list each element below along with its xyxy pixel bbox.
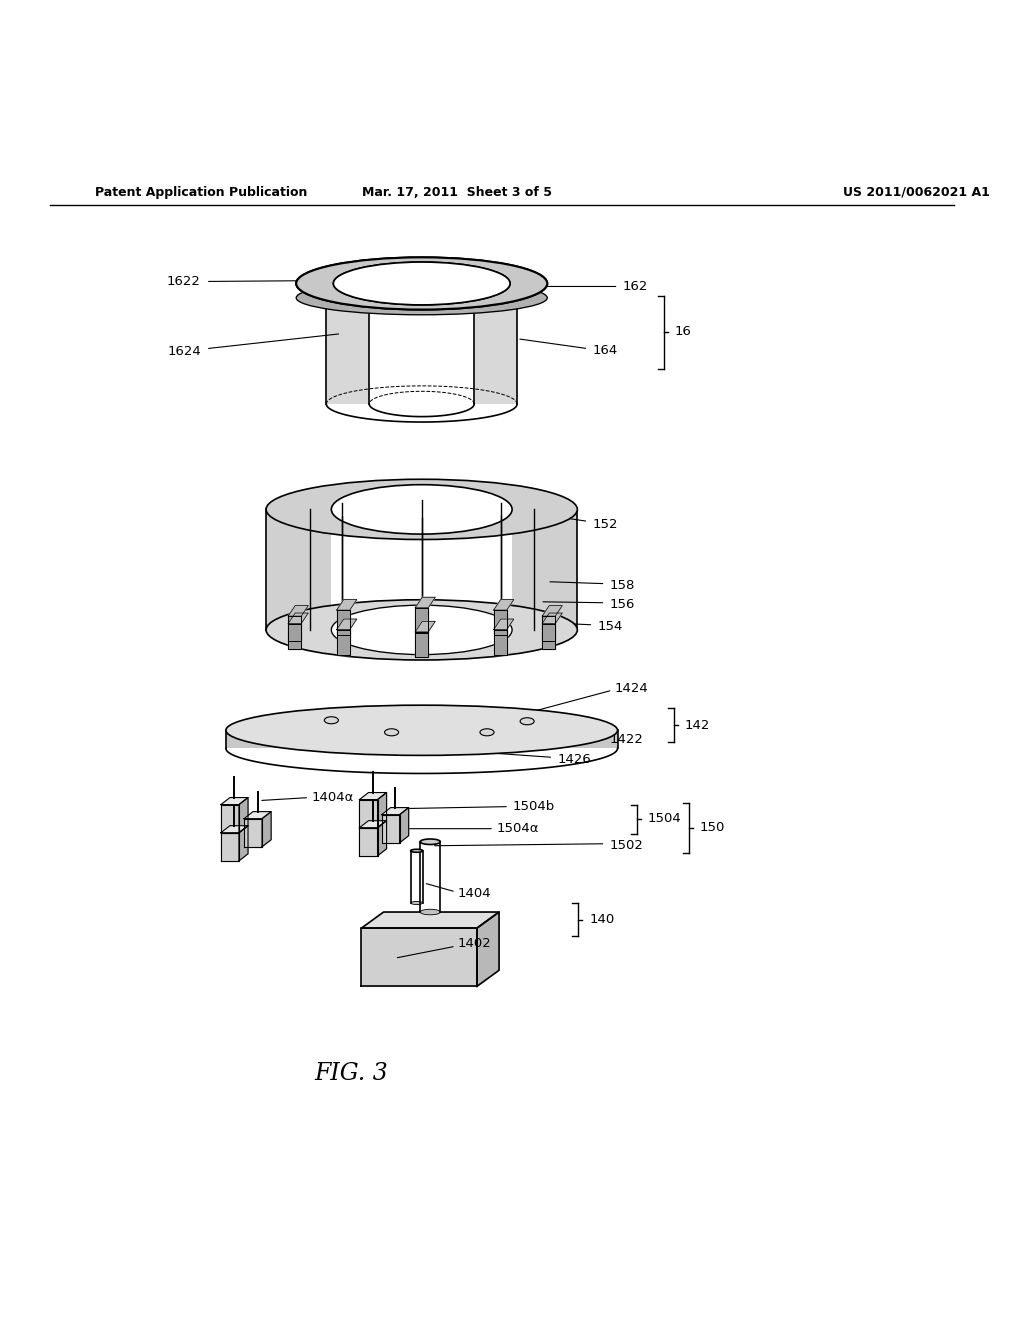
FancyBboxPatch shape (327, 284, 370, 404)
Polygon shape (221, 826, 248, 833)
Polygon shape (382, 808, 409, 814)
Polygon shape (494, 619, 514, 630)
Text: 16: 16 (675, 325, 691, 338)
Ellipse shape (296, 281, 547, 314)
Polygon shape (288, 623, 301, 648)
Polygon shape (244, 812, 271, 818)
Ellipse shape (296, 257, 547, 310)
Text: 1624: 1624 (167, 346, 201, 358)
Polygon shape (221, 833, 239, 861)
Polygon shape (239, 826, 248, 861)
Ellipse shape (325, 717, 338, 723)
Ellipse shape (332, 605, 512, 655)
Ellipse shape (411, 849, 423, 853)
Polygon shape (239, 797, 248, 833)
Text: 1422: 1422 (609, 733, 643, 746)
Text: 1504: 1504 (647, 812, 681, 825)
Ellipse shape (266, 599, 578, 660)
Text: 1404α: 1404α (311, 791, 353, 804)
Ellipse shape (420, 840, 440, 845)
Polygon shape (415, 597, 435, 607)
Text: US 2011/0062021 A1: US 2011/0062021 A1 (844, 186, 990, 198)
Polygon shape (337, 599, 356, 610)
Polygon shape (415, 607, 428, 632)
Polygon shape (361, 912, 499, 928)
Ellipse shape (385, 729, 398, 735)
Polygon shape (494, 610, 507, 635)
Polygon shape (399, 808, 409, 842)
Ellipse shape (296, 257, 547, 310)
Polygon shape (494, 630, 507, 655)
Polygon shape (359, 792, 387, 800)
Ellipse shape (411, 902, 423, 904)
Ellipse shape (332, 484, 512, 535)
Text: 1502: 1502 (609, 840, 643, 853)
Text: 152: 152 (593, 517, 617, 531)
Text: 1424: 1424 (614, 681, 648, 694)
Polygon shape (382, 814, 399, 842)
Ellipse shape (334, 263, 510, 305)
FancyBboxPatch shape (226, 730, 617, 748)
Text: 156: 156 (609, 598, 635, 611)
Ellipse shape (420, 909, 440, 915)
Polygon shape (221, 797, 248, 805)
Text: 1402: 1402 (458, 937, 492, 949)
Polygon shape (288, 606, 308, 616)
Text: 158: 158 (609, 579, 635, 593)
Text: 1504α: 1504α (497, 822, 540, 836)
Polygon shape (415, 622, 435, 632)
Ellipse shape (480, 729, 494, 735)
Polygon shape (378, 821, 387, 855)
FancyBboxPatch shape (474, 284, 517, 404)
Polygon shape (361, 928, 477, 986)
Text: 1622: 1622 (167, 275, 201, 288)
Ellipse shape (334, 263, 510, 305)
Text: 154: 154 (597, 620, 623, 634)
Text: Mar. 17, 2011  Sheet 3 of 5: Mar. 17, 2011 Sheet 3 of 5 (361, 186, 552, 198)
Polygon shape (359, 821, 387, 828)
Text: 1404: 1404 (458, 887, 492, 900)
Text: 142: 142 (685, 719, 711, 731)
Ellipse shape (226, 705, 617, 755)
Polygon shape (221, 805, 239, 833)
Polygon shape (542, 616, 555, 642)
Text: 150: 150 (699, 821, 725, 834)
Ellipse shape (266, 479, 578, 540)
Text: 140: 140 (590, 912, 614, 925)
Polygon shape (288, 612, 308, 623)
Text: 1426: 1426 (557, 752, 591, 766)
Text: 164: 164 (593, 345, 617, 358)
Text: 1504b: 1504b (512, 800, 554, 813)
Polygon shape (494, 599, 514, 610)
Polygon shape (262, 812, 271, 846)
Text: Patent Application Publication: Patent Application Publication (95, 186, 308, 198)
Polygon shape (244, 818, 262, 846)
Polygon shape (359, 800, 378, 828)
Polygon shape (337, 619, 356, 630)
Polygon shape (542, 623, 555, 648)
Polygon shape (542, 612, 562, 623)
Polygon shape (337, 630, 350, 655)
Polygon shape (415, 632, 428, 657)
FancyBboxPatch shape (332, 510, 512, 630)
Polygon shape (477, 912, 499, 986)
FancyBboxPatch shape (266, 510, 578, 630)
Polygon shape (288, 616, 301, 642)
Ellipse shape (520, 718, 535, 725)
Polygon shape (378, 792, 387, 828)
Text: 162: 162 (623, 280, 648, 293)
Polygon shape (337, 610, 350, 635)
Text: FIG. 3: FIG. 3 (314, 1063, 388, 1085)
Polygon shape (359, 828, 378, 855)
Polygon shape (542, 606, 562, 616)
